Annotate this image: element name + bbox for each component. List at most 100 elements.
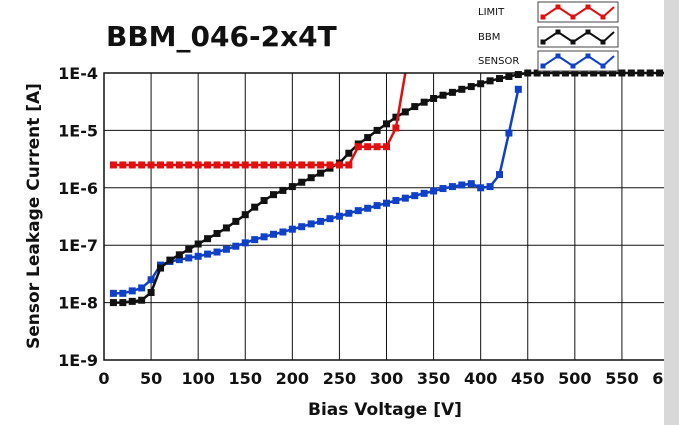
legend-item-sensor[interactable]: SENSOR (478, 50, 619, 72)
data-point (213, 248, 221, 256)
legend-label: SENSOR (478, 56, 519, 67)
data-point (430, 187, 438, 195)
data-point (345, 209, 353, 217)
data-point (354, 143, 362, 151)
data-point (298, 161, 306, 169)
legend-marker (600, 14, 606, 20)
data-point (119, 161, 127, 169)
data-point (222, 245, 230, 253)
data-point (383, 120, 390, 128)
data-point (486, 77, 494, 85)
data-point (157, 161, 164, 169)
legend-item-bbm[interactable]: BBM (478, 26, 619, 48)
data-point (420, 189, 428, 197)
data-point (288, 183, 296, 191)
series-limit (109, 72, 407, 169)
data-point (392, 124, 400, 132)
data-point (373, 126, 381, 134)
data-point (185, 245, 193, 253)
data-point (279, 228, 287, 236)
data-point (335, 212, 343, 220)
data-point (185, 254, 193, 262)
data-point (241, 239, 249, 247)
data-point (260, 233, 268, 241)
series-sensor (109, 85, 522, 297)
data-point (204, 250, 212, 258)
legend-label: BBM (478, 32, 500, 43)
legend-marker (570, 14, 576, 20)
data-point (213, 229, 221, 237)
data-point (288, 161, 296, 169)
x-tick-label: 100 (181, 369, 214, 388)
legend-marker (585, 29, 591, 35)
x-tick-label: 450 (511, 369, 544, 388)
data-point (138, 296, 146, 304)
data-point (373, 143, 381, 151)
legend-marker (555, 4, 561, 10)
data-point (514, 71, 522, 79)
data-point (486, 183, 494, 191)
data-point (373, 202, 381, 210)
data-point (138, 161, 146, 169)
data-point (505, 72, 513, 80)
data-point (109, 289, 117, 297)
legend[interactable]: LIMIT BBM SENSOR (478, 1, 619, 72)
data-point (345, 149, 353, 157)
y-tick-label: 1E-6 (58, 179, 98, 198)
data-point (251, 236, 259, 244)
data-point (166, 161, 174, 169)
data-point (270, 230, 277, 238)
legend-marker (540, 14, 546, 20)
data-point (335, 161, 343, 169)
data-point (147, 161, 155, 169)
data-point (298, 178, 306, 186)
x-tick-label: 0 (98, 369, 109, 388)
data-point (204, 235, 212, 243)
legend-marker (600, 63, 606, 69)
data-point (232, 217, 240, 225)
data-point (317, 169, 325, 177)
data-point (194, 240, 202, 248)
data-point (411, 192, 419, 200)
data-point (514, 85, 522, 93)
data-point (119, 289, 127, 297)
x-tick-label: 350 (417, 369, 450, 388)
data-point (251, 161, 259, 169)
data-point (194, 161, 202, 169)
data-point (109, 299, 117, 307)
data-point (326, 215, 334, 223)
data-point (222, 224, 230, 232)
data-point (401, 108, 409, 116)
data-point (505, 129, 513, 137)
data-point (288, 225, 296, 233)
data-point (270, 161, 277, 169)
data-point (260, 197, 268, 205)
data-point (298, 223, 306, 231)
data-point (383, 143, 390, 151)
legend-marker (555, 29, 561, 35)
legend-marker (600, 39, 606, 45)
data-point (175, 256, 183, 264)
series-layer (109, 69, 673, 307)
data-point (345, 161, 353, 169)
x-tick-label: 250 (323, 369, 356, 388)
data-point (467, 83, 475, 91)
data-point (477, 80, 485, 88)
y-tick-label: 1E-8 (58, 294, 98, 313)
data-point (317, 217, 325, 225)
legend-label: LIMIT (478, 7, 505, 18)
data-point (204, 161, 212, 169)
x-tick-label: 200 (276, 369, 309, 388)
window-edge (664, 0, 679, 425)
data-point (166, 256, 174, 264)
x-tick-label: 500 (558, 369, 591, 388)
data-point (119, 299, 127, 307)
x-tick-label: 400 (464, 369, 497, 388)
legend-marker (540, 39, 546, 45)
data-point (496, 171, 503, 179)
data-point (420, 98, 428, 106)
x-tick-labels: 050100150200250300350400450500550600 (98, 369, 679, 388)
legend-item-limit[interactable]: LIMIT (478, 1, 619, 23)
data-point (307, 161, 315, 169)
